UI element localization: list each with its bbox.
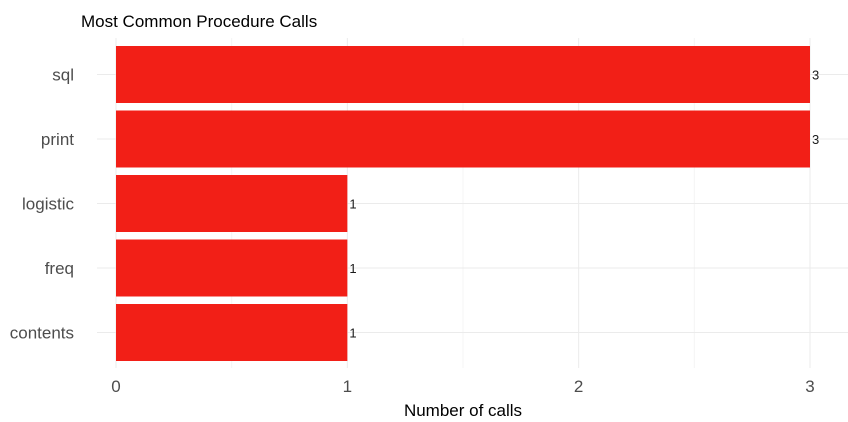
bar-contents (116, 304, 348, 361)
x-axis-title: Number of calls (404, 401, 522, 420)
y-tick-label-contents: contents (10, 324, 74, 343)
y-tick-label-print: print (41, 130, 74, 149)
chart-title: Most Common Procedure Calls (81, 12, 318, 31)
bar-freq (116, 239, 348, 297)
x-tick-label: 2 (574, 377, 583, 396)
data-label-contents: 1 (349, 326, 356, 341)
bar-print (116, 110, 810, 168)
data-label-sql: 3 (812, 68, 819, 83)
x-tick-label: 0 (111, 377, 120, 396)
bar-logistic (116, 175, 348, 232)
data-label-freq: 1 (349, 261, 356, 276)
x-tick-label: 1 (343, 377, 352, 396)
y-tick-label-freq: freq (45, 259, 74, 278)
data-label-print: 3 (812, 132, 819, 147)
bar-sql (116, 46, 810, 103)
x-axis-tick-labels: 0 1 2 3 (111, 377, 814, 396)
data-label-logistic: 1 (349, 197, 356, 212)
x-tick-label: 3 (805, 377, 814, 396)
y-tick-label-logistic: logistic (22, 195, 74, 214)
y-tick-label-sql: sql (52, 66, 74, 85)
y-axis-tick-labels: sql print logistic freq contents (10, 66, 75, 343)
bars (116, 46, 810, 361)
data-labels: 3 3 1 1 1 (349, 68, 819, 341)
